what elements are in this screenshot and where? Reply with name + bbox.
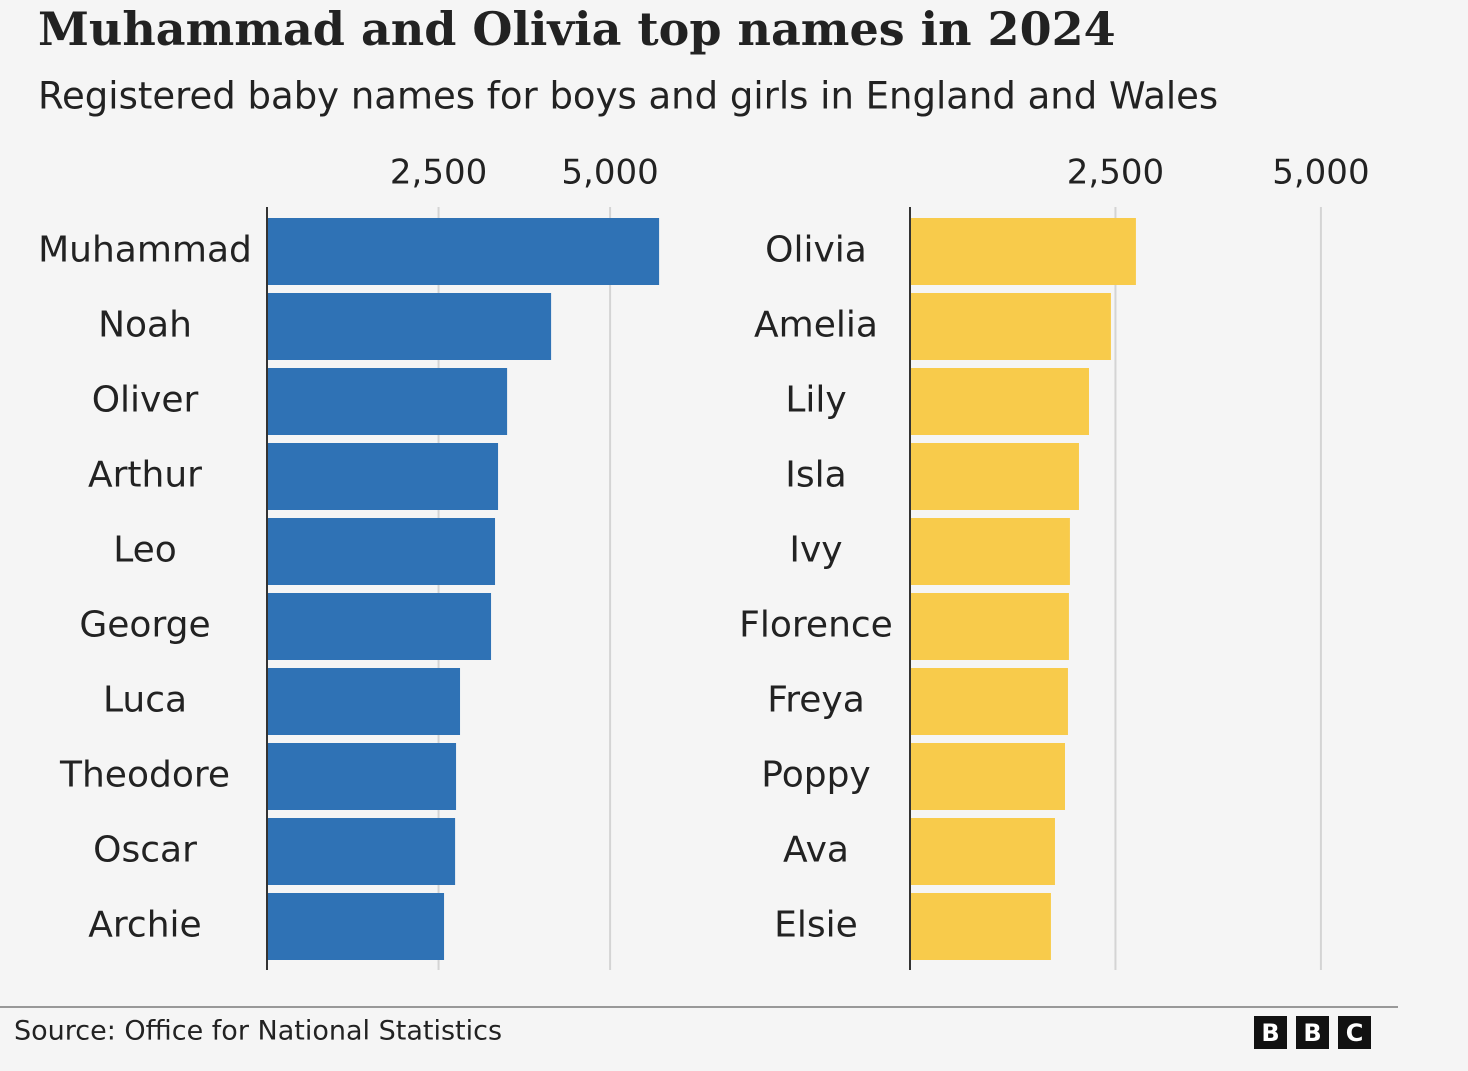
logo-box: [1338, 1016, 1371, 1049]
y-tick-label: George: [79, 605, 210, 646]
bar: [910, 368, 1089, 435]
y-tick-label: Florence: [739, 605, 893, 646]
y-tick-label: Amelia: [754, 305, 878, 346]
logo-letter: C: [1346, 1019, 1364, 1047]
bar: [910, 593, 1069, 660]
bar: [267, 743, 457, 810]
bar: [267, 218, 660, 285]
bar: [910, 668, 1068, 735]
bar: [267, 293, 552, 360]
y-tick-label: Freya: [767, 680, 865, 721]
y-tick-label: Oliver: [92, 380, 199, 421]
y-tick-label: Theodore: [59, 755, 230, 796]
logo-box: [1254, 1016, 1287, 1049]
y-tick-label: Lily: [785, 380, 846, 421]
bar: [910, 893, 1051, 960]
x-tick-label: 2,500: [390, 153, 487, 193]
logo-letter: B: [1303, 1019, 1321, 1047]
bar: [267, 893, 445, 960]
x-tick-label: 5,000: [561, 153, 658, 193]
source: Source: Office for National Statistics: [14, 1016, 502, 1047]
bar: [267, 818, 456, 885]
logo: B B C: [1254, 1016, 1371, 1049]
bar: [910, 518, 1070, 585]
bar: [910, 743, 1065, 810]
y-tick-label: Olivia: [765, 230, 867, 271]
y-tick-label: Arthur: [88, 455, 202, 496]
bar: [267, 668, 461, 735]
bar: [267, 593, 492, 660]
logo-box: [1296, 1016, 1329, 1049]
bar: [910, 818, 1055, 885]
bar: [267, 443, 499, 510]
x-tick-label: 2,500: [1067, 153, 1164, 193]
bar: [267, 368, 508, 435]
y-tick-label: Ivy: [789, 530, 842, 571]
y-tick-label: Archie: [88, 905, 201, 946]
logo-letter: B: [1261, 1019, 1279, 1047]
y-tick-label: Luca: [103, 680, 187, 721]
y-tick-label: Leo: [113, 530, 177, 571]
chart-title: Muhammad and Olivia top names in 2024: [38, 2, 1116, 56]
bar: [267, 518, 496, 585]
y-tick-label: Isla: [785, 455, 846, 496]
y-tick-label: Oscar: [93, 830, 197, 871]
bar: [910, 293, 1111, 360]
y-tick-label: Muhammad: [38, 230, 252, 271]
y-tick-label: Noah: [98, 305, 192, 346]
y-tick-label: Elsie: [774, 905, 858, 946]
bar: [910, 443, 1079, 510]
y-tick-label: Poppy: [761, 755, 870, 796]
y-tick-label: Ava: [783, 830, 849, 871]
bar: [910, 218, 1136, 285]
chart-subtitle: Registered baby names for boys and girls…: [38, 75, 1218, 118]
x-tick-label: 5,000: [1272, 153, 1369, 193]
